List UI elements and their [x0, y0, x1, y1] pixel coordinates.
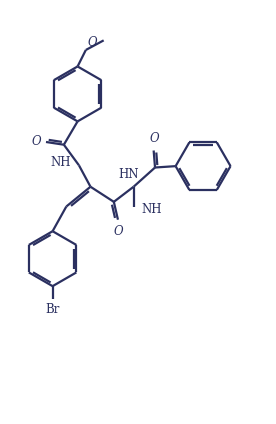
Text: O: O: [149, 132, 159, 145]
Text: O: O: [114, 225, 123, 238]
Text: O: O: [31, 135, 41, 148]
Text: O: O: [87, 36, 97, 49]
Text: NH: NH: [51, 156, 71, 168]
Text: NH: NH: [141, 203, 162, 216]
Text: Br: Br: [46, 304, 60, 316]
Text: HN: HN: [118, 168, 139, 181]
